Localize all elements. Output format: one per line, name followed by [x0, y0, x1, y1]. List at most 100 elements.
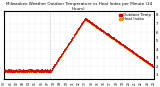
Point [91, 24, 93, 25]
Point [18, 71, 21, 72]
Point [118, 42, 120, 44]
Point [87, 20, 89, 21]
Point [71, 37, 74, 38]
Point [66, 46, 68, 47]
Point [59, 57, 61, 58]
Point [144, 59, 146, 60]
Point [135, 55, 138, 56]
Point [69, 40, 72, 41]
Point [31, 70, 34, 72]
Point [74, 34, 77, 35]
Point [151, 65, 154, 67]
Point [128, 48, 131, 50]
Point [115, 40, 118, 41]
Point [20, 70, 22, 71]
Point [124, 45, 126, 47]
Point [143, 60, 146, 61]
Point [49, 69, 52, 70]
Point [89, 22, 91, 23]
Point [114, 39, 116, 41]
Point [54, 64, 56, 65]
Point [37, 70, 40, 72]
Point [15, 70, 17, 72]
Point [71, 37, 74, 38]
Point [23, 69, 25, 70]
Point [24, 71, 27, 72]
Point [79, 26, 81, 27]
Point [127, 48, 130, 49]
Point [150, 66, 153, 67]
Point [93, 24, 96, 25]
Point [118, 43, 121, 45]
Point [83, 19, 86, 20]
Point [150, 65, 152, 66]
Point [108, 36, 111, 37]
Point [10, 71, 12, 72]
Point [131, 52, 134, 53]
Point [7, 71, 10, 72]
Point [49, 70, 51, 72]
Point [129, 50, 132, 51]
Point [149, 64, 152, 66]
Point [80, 24, 83, 25]
Point [3, 71, 6, 72]
Point [102, 31, 105, 33]
Point [4, 69, 7, 70]
Point [57, 60, 59, 61]
Point [116, 40, 119, 41]
Point [20, 71, 23, 72]
Point [23, 69, 26, 71]
Point [92, 24, 95, 26]
Point [100, 30, 103, 31]
Point [133, 51, 135, 53]
Point [104, 32, 107, 33]
Point [115, 39, 118, 40]
Point [132, 51, 134, 52]
Point [117, 41, 120, 43]
Point [3, 70, 5, 72]
Point [16, 70, 18, 71]
Point [76, 29, 79, 30]
Point [144, 60, 147, 62]
Point [121, 44, 123, 45]
Point [110, 36, 112, 37]
Point [19, 70, 22, 72]
Point [13, 70, 16, 72]
Point [118, 42, 120, 43]
Point [87, 20, 89, 22]
Point [76, 30, 78, 32]
Point [43, 70, 45, 72]
Point [29, 70, 31, 72]
Point [129, 49, 132, 50]
Point [88, 21, 91, 22]
Point [53, 66, 55, 67]
Point [32, 69, 34, 70]
Point [147, 61, 149, 63]
Point [110, 36, 113, 37]
Point [106, 34, 109, 36]
Point [95, 26, 97, 27]
Point [142, 59, 144, 60]
Point [83, 19, 85, 20]
Point [37, 69, 40, 71]
Point [43, 71, 45, 73]
Point [16, 71, 19, 72]
Point [94, 25, 97, 27]
Point [46, 69, 49, 70]
Point [40, 71, 42, 73]
Point [129, 51, 131, 52]
Point [72, 36, 75, 38]
Point [99, 27, 101, 29]
Point [30, 70, 32, 72]
Point [89, 21, 91, 23]
Point [119, 42, 122, 43]
Point [108, 35, 111, 37]
Point [54, 65, 56, 66]
Point [136, 56, 139, 57]
Point [97, 27, 99, 28]
Point [68, 42, 71, 44]
Point [121, 45, 124, 46]
Point [102, 30, 105, 32]
Point [30, 71, 33, 72]
Point [64, 49, 66, 50]
